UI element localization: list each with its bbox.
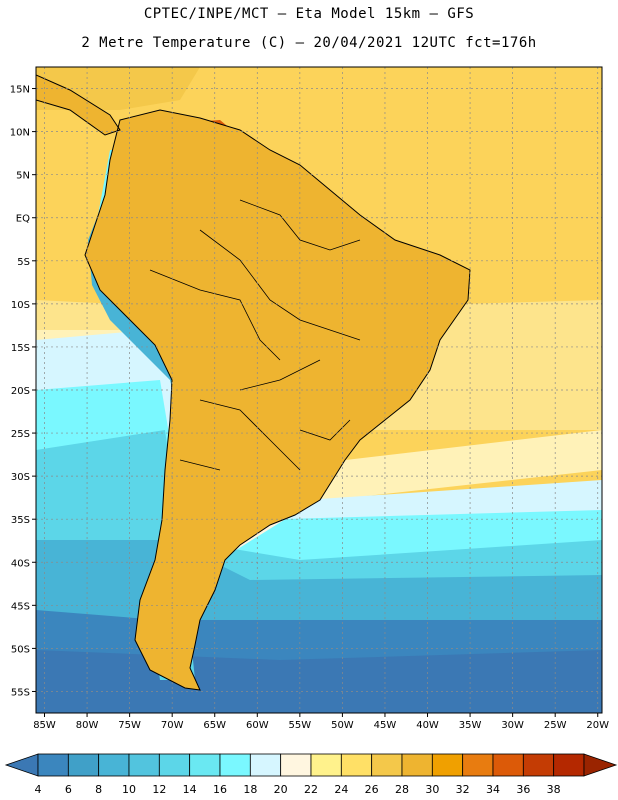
- colorbar-box: [492, 753, 524, 777]
- lat-label: 30S: [11, 472, 30, 483]
- lat-label: 5N: [16, 171, 30, 182]
- lat-label: 40S: [11, 558, 30, 569]
- colorbar-label: 34: [486, 783, 500, 796]
- lon-label: 30W: [501, 720, 524, 731]
- colorbar-label: 22: [304, 783, 318, 796]
- colorbar-box: [128, 753, 160, 777]
- colorbar-box: [310, 753, 342, 777]
- lat-label: 10N: [10, 128, 30, 139]
- lon-label: 80W: [76, 720, 99, 731]
- colorbar-label: 38: [547, 783, 561, 796]
- lat-label: 45S: [11, 601, 30, 612]
- map-title-line2: 2 Metre Temperature (C) – 20/04/2021 12U…: [81, 35, 537, 51]
- colorbar-box: [189, 753, 221, 777]
- colorbar-box: [431, 753, 464, 777]
- country-borders: [149, 199, 361, 471]
- lat-label: 10S: [11, 300, 30, 311]
- latitude-labels: 15N 10N 5N EQ 5S 10S 15S 20S 25S 30S 35S 40S 45S 50S 5…: [10, 85, 30, 699]
- colorbar-box: [522, 753, 555, 777]
- colorbar-label: 20: [274, 783, 288, 796]
- lat-label: 55S: [11, 687, 30, 698]
- lat-label: 20S: [11, 386, 30, 397]
- colorbar-label: 10: [122, 783, 136, 796]
- lat-label: 5S: [17, 257, 30, 268]
- colorbar-label: 16: [213, 783, 227, 796]
- colorbar-box: [37, 753, 69, 777]
- lat-label: 50S: [11, 644, 30, 655]
- lon-label: 75W: [118, 720, 141, 731]
- lat-lon-grid: [32, 67, 602, 717]
- colorbar-arrow-right: [583, 753, 618, 777]
- colorbar-box: [371, 753, 403, 777]
- colorbar-arrow-left: [4, 753, 39, 777]
- colorbar-box: [340, 753, 373, 777]
- colorbar-box: [158, 753, 191, 777]
- colorbar-labels: 4 6 8 10 12 14 16 18 20 22 24 26 28 30 32 34 36 38: [35, 783, 561, 796]
- lon-label: 70W: [161, 720, 184, 731]
- lon-label: 40W: [416, 720, 439, 731]
- lon-label: 85W: [33, 720, 56, 731]
- lon-label: 60W: [246, 720, 269, 731]
- lon-label: 35W: [459, 720, 482, 731]
- colorbar-label: 30: [425, 783, 439, 796]
- coastline: [36, 74, 471, 691]
- colorbar-label: 8: [95, 783, 102, 796]
- lat-label: 15N: [10, 85, 30, 96]
- lon-label: 25W: [544, 720, 567, 731]
- colorbar-box: [401, 753, 433, 777]
- colorbar-box: [249, 753, 282, 777]
- colorbar-label: 6: [65, 783, 72, 796]
- colorbar-label: 24: [334, 783, 348, 796]
- lat-label: 25S: [11, 429, 30, 440]
- lon-label: 65W: [203, 720, 226, 731]
- colorbar-label: 28: [395, 783, 409, 796]
- colorbar-box: [98, 753, 130, 777]
- lon-label: 50W: [331, 720, 354, 731]
- central-america-land: [36, 75, 120, 135]
- colorbar-label: 14: [183, 783, 197, 796]
- lon-label: 55W: [289, 720, 312, 731]
- colorbar-box: [553, 753, 585, 777]
- lat-label: 15S: [11, 343, 30, 354]
- map-frame: [35, 66, 603, 714]
- map-title-line1: CPTEC/INPE/MCT – Eta Model 15km – GFS: [143, 6, 475, 22]
- colorbar-box: [67, 753, 100, 777]
- colorbar-label: 32: [456, 783, 470, 796]
- field-band: [36, 650, 602, 713]
- longitude-labels: 85W 80W 75W 70W 65W 60W 55W 50W 45W 40W 35W 30W 25W 2…: [33, 720, 609, 731]
- colorbar-box: [462, 753, 494, 777]
- colorbar-label: 36: [516, 783, 530, 796]
- lat-label: EQ: [16, 214, 30, 225]
- colorbar-box: [219, 753, 251, 777]
- colorbar-label: 4: [35, 783, 42, 796]
- colorbar-label: 18: [243, 783, 257, 796]
- colorbar-box: [280, 753, 312, 777]
- colorbar-label: 12: [152, 783, 166, 796]
- lon-label: 45W: [374, 720, 397, 731]
- lon-label: 20W: [586, 720, 609, 731]
- coastline-central-america: [36, 74, 121, 136]
- lat-label: 35S: [11, 515, 30, 526]
- colorbar: [4, 753, 618, 777]
- colorbar-label: 26: [365, 783, 379, 796]
